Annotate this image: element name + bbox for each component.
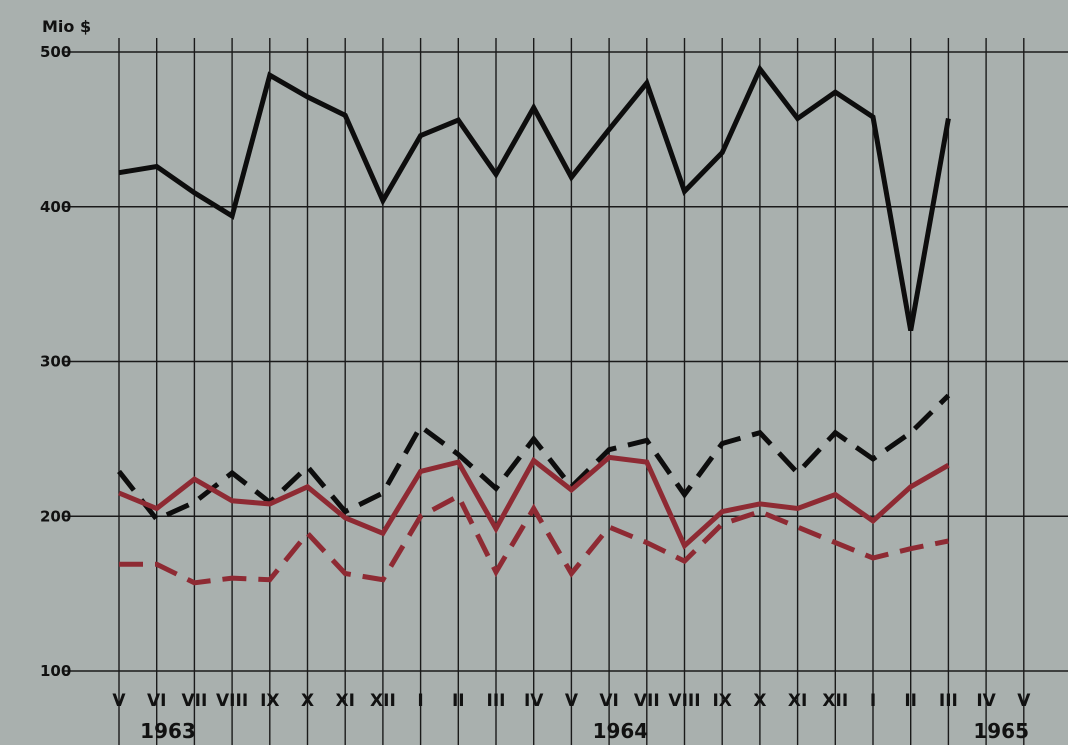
- x-tick-label: VII: [634, 691, 660, 711]
- x-tick-label: X: [301, 691, 314, 711]
- x-tick-label: VIII: [668, 691, 700, 711]
- y-tick-label: 100: [40, 662, 71, 680]
- x-tick-label: XI: [335, 691, 354, 711]
- series-lines: [117, 64, 951, 586]
- y-tick-label: 400: [40, 198, 71, 216]
- year-label: 1964: [593, 719, 649, 743]
- x-tick-label: XII: [822, 691, 848, 711]
- series-line-1: [118, 64, 951, 332]
- x-tick-label: II: [452, 691, 465, 711]
- series-line-2: [117, 393, 951, 523]
- year-label: 1965: [973, 719, 1029, 743]
- x-tick-label: VI: [147, 691, 166, 711]
- x-tick-label: IV: [524, 691, 544, 711]
- grid: [64, 38, 1068, 745]
- y-unit-label: Mio $: [42, 17, 91, 36]
- x-tick-label: IV: [976, 691, 996, 711]
- x-tick-label: X: [753, 691, 766, 711]
- x-tick-label: I: [870, 691, 876, 711]
- y-tick-label: 300: [40, 353, 71, 371]
- series-line-3: [118, 454, 950, 550]
- x-tick-label: V: [1017, 691, 1031, 711]
- x-tick-label: V: [565, 691, 579, 711]
- x-tick-label: VII: [181, 691, 207, 711]
- x-tick-label: IX: [712, 691, 731, 711]
- x-tick-label: II: [904, 691, 917, 711]
- year-label: 1963: [140, 719, 196, 743]
- x-tick-label: IX: [260, 691, 279, 711]
- x-tick-label: XII: [370, 691, 396, 711]
- series-line-4: [119, 492, 949, 586]
- x-tick-label: III: [939, 691, 958, 711]
- x-tick-label: VIII: [216, 691, 248, 711]
- x-tick-label: III: [487, 691, 506, 711]
- x-tick-label: VI: [599, 691, 618, 711]
- x-tick-label: XI: [788, 691, 807, 711]
- x-tick-label: V: [112, 691, 126, 711]
- y-tick-label: 500: [40, 43, 71, 61]
- y-tick-label: 200: [40, 507, 71, 525]
- x-tick-label: I: [417, 691, 423, 711]
